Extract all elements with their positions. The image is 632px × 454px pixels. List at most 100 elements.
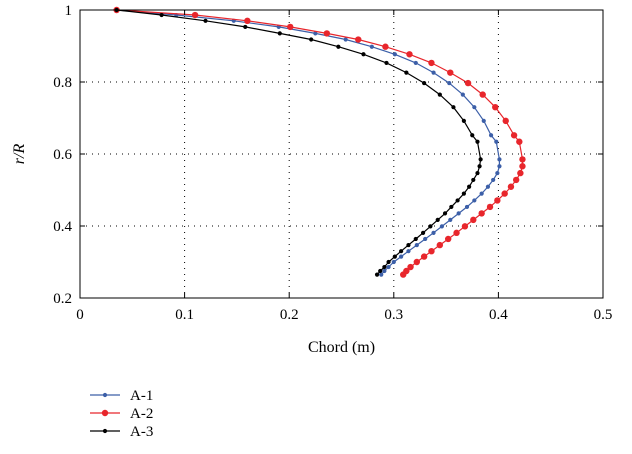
data-point xyxy=(374,272,380,277)
data-point xyxy=(491,177,496,183)
data-point xyxy=(455,198,460,203)
data-point xyxy=(287,23,294,31)
data-point xyxy=(460,92,465,97)
data-point xyxy=(456,211,461,216)
data-point xyxy=(413,236,418,242)
data-point xyxy=(475,139,480,144)
data-point xyxy=(494,197,501,204)
series-A-2 xyxy=(113,6,526,278)
data-point xyxy=(453,229,460,237)
data-point xyxy=(461,118,466,123)
data-point xyxy=(244,17,251,24)
data-point xyxy=(436,241,444,249)
x-tick-label: 0.5 xyxy=(594,307,613,323)
legend-marker xyxy=(101,409,109,417)
data-point xyxy=(507,183,515,190)
data-point xyxy=(486,203,494,211)
y-tick-label: 0.2 xyxy=(53,291,72,307)
data-point xyxy=(444,235,452,243)
x-tick-label: 0.4 xyxy=(489,307,508,323)
data-point xyxy=(470,133,475,138)
data-point xyxy=(437,92,442,97)
data-point xyxy=(428,248,435,255)
data-point xyxy=(313,31,318,36)
data-point xyxy=(413,60,418,66)
y-tick-label: 1 xyxy=(65,3,73,19)
data-point xyxy=(428,224,433,229)
data-point xyxy=(392,254,397,259)
x-tick-labels: 0 0.1 0.2 0.3 0.4 0.5 xyxy=(76,307,612,323)
data-point xyxy=(492,104,499,111)
data-point xyxy=(470,216,477,224)
x-tick-label: 0.3 xyxy=(384,307,403,323)
data-point xyxy=(479,91,486,98)
data-point xyxy=(423,236,428,242)
data-point xyxy=(420,230,426,235)
legend-item: A-2 xyxy=(90,406,153,422)
data-point xyxy=(336,44,341,49)
data-point xyxy=(406,51,413,58)
data-point xyxy=(461,223,469,230)
legend-item: A-3 xyxy=(90,424,153,440)
data-point xyxy=(391,259,396,265)
data-point xyxy=(435,217,440,222)
data-point xyxy=(159,12,164,18)
tick-marks xyxy=(79,9,604,299)
data-point xyxy=(451,105,456,110)
data-point xyxy=(420,253,428,260)
data-point xyxy=(471,177,476,183)
data-point xyxy=(407,263,414,271)
data-point xyxy=(475,170,480,176)
data-point xyxy=(361,52,366,57)
x-tick-label: 0.2 xyxy=(280,307,299,323)
data-point xyxy=(382,264,387,270)
legend-marker xyxy=(102,392,108,398)
y-tick-label: 0.6 xyxy=(53,147,72,163)
series-line xyxy=(116,9,500,275)
y-tick-label: 0.8 xyxy=(53,75,72,91)
data-point xyxy=(422,80,427,86)
series-line xyxy=(116,9,482,275)
legend-marker xyxy=(102,428,108,434)
data-point xyxy=(479,191,484,196)
data-point xyxy=(378,268,383,274)
data-point xyxy=(369,44,374,49)
data-point xyxy=(447,69,454,76)
data-point xyxy=(277,31,282,36)
series-line xyxy=(116,9,524,275)
y-tick-labels: 0.2 0.4 0.6 0.8 1 xyxy=(53,3,72,307)
data-point xyxy=(355,36,362,43)
data-point xyxy=(406,249,411,254)
data-point xyxy=(413,258,421,266)
data-point xyxy=(343,37,348,42)
data-point xyxy=(478,157,483,162)
x-axis-label: Chord (m) xyxy=(308,339,375,356)
series-layer xyxy=(113,6,526,278)
data-point xyxy=(448,217,453,222)
data-point xyxy=(464,204,470,210)
data-point xyxy=(404,70,409,75)
data-point xyxy=(406,242,411,248)
y-axis-label: r/R xyxy=(11,144,28,165)
data-point xyxy=(478,210,485,217)
legend-label: A-1 xyxy=(130,388,153,404)
data-point xyxy=(510,132,518,139)
y-tick-label: 0.4 xyxy=(53,219,72,235)
data-point xyxy=(517,169,524,177)
data-point xyxy=(472,105,477,110)
legend-label: A-2 xyxy=(130,406,153,422)
data-point xyxy=(414,242,419,248)
data-point xyxy=(403,267,410,275)
data-point xyxy=(428,59,435,67)
data-point xyxy=(467,184,472,189)
data-point xyxy=(516,138,523,145)
data-point xyxy=(502,117,509,125)
grid-lines xyxy=(80,10,603,298)
data-point xyxy=(495,170,500,176)
data-point xyxy=(449,204,454,210)
data-point xyxy=(519,163,526,170)
data-point xyxy=(442,211,448,216)
data-point xyxy=(472,198,477,203)
data-point xyxy=(477,164,482,169)
